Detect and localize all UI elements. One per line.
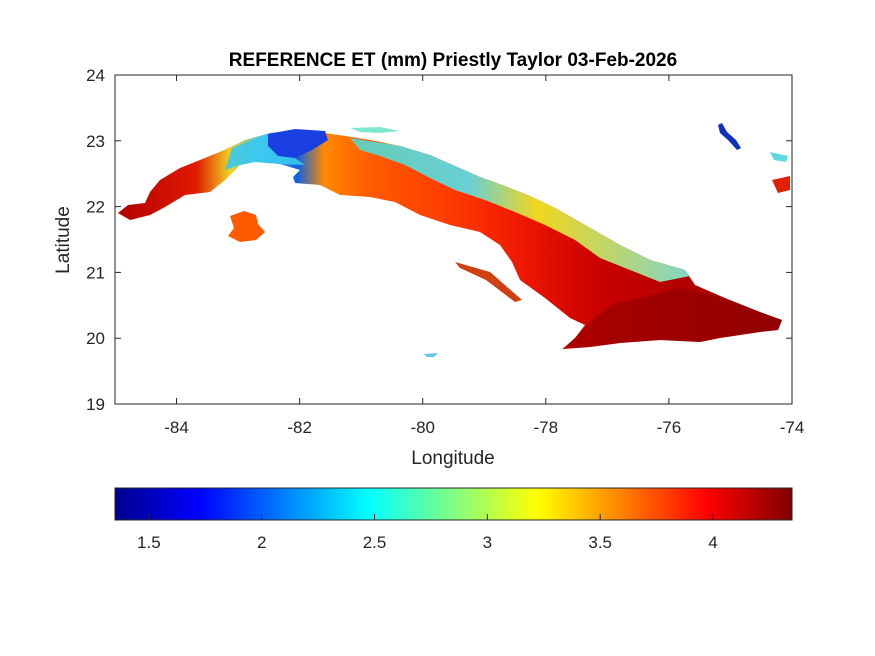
x-tick-label: -80 (410, 418, 435, 437)
x-tick-label: -78 (534, 418, 559, 437)
y-tick-label: 19 (86, 395, 105, 414)
colorbar (115, 488, 792, 520)
colorbar-tick-label: 3 (483, 533, 492, 552)
y-tick-label: 22 (86, 198, 105, 217)
x-axis-label: Longitude (411, 448, 494, 469)
colorbar-tick-label: 3.5 (588, 533, 612, 552)
y-axis-label: Latitude (53, 206, 74, 274)
x-tick-label: -84 (164, 418, 189, 437)
y-tick-label: 20 (86, 329, 105, 348)
y-tick-label: 23 (86, 132, 105, 151)
colorbar-tick-label: 2 (257, 533, 266, 552)
colorbar-tick-label: 2.5 (363, 533, 387, 552)
x-tick-label: -76 (657, 418, 682, 437)
map-title: REFERENCE ET (mm) Priestly Taylor 03-Feb… (229, 50, 677, 71)
colorbar-tick-label: 4 (708, 533, 717, 552)
colorbar-tick-label: 1.5 (137, 533, 161, 552)
map-axes-box (115, 75, 792, 404)
y-tick-label: 24 (86, 66, 105, 85)
x-tick-label: -74 (780, 418, 805, 437)
y-tick-label: 21 (86, 263, 105, 282)
x-tick-label: -82 (287, 418, 312, 437)
